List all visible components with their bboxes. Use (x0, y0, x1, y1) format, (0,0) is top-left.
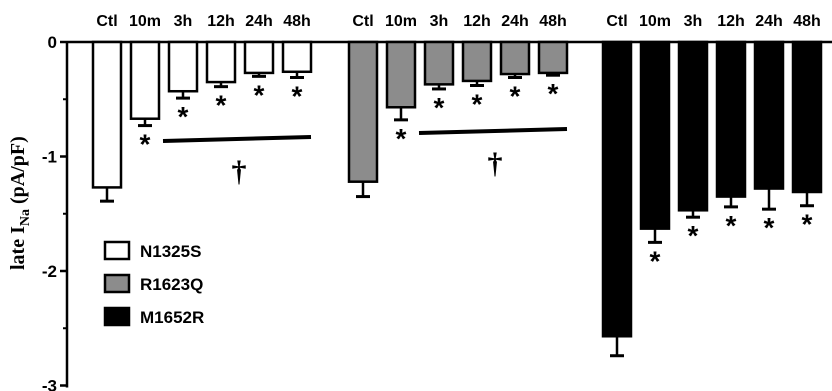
bar-group-n1325s: Ctl 10m 3h 12h 24h 48h (91, 13, 313, 203)
bar (499, 40, 531, 76)
significance-asterisk: * (802, 209, 813, 240)
legend-item: R1623Q (103, 273, 203, 294)
significance-asterisk: * (434, 92, 445, 123)
group-significance-line (162, 135, 312, 143)
significance-asterisk: * (292, 80, 303, 111)
x-category-label: 12h (717, 13, 745, 30)
legend: N1325S R1623Q M1652R (103, 240, 204, 327)
x-category-label: 12h (463, 13, 491, 30)
x-category-label: 24h (245, 13, 273, 30)
y-axis-title: late INa (pA/pF) (7, 136, 33, 270)
significance-asterisk: * (548, 78, 559, 109)
axes: 0 -1 -2 -3 (42, 33, 832, 391)
legend-item: M1652R (103, 306, 204, 327)
bar (243, 40, 275, 75)
bar (753, 40, 785, 190)
x-category-label: 10m (385, 13, 417, 30)
x-category-label: 24h (501, 13, 529, 30)
significance-asterisk: * (726, 210, 737, 241)
significance-asterisk: * (688, 220, 699, 251)
bar (715, 40, 747, 198)
group-significance-line (418, 127, 568, 135)
x-category-label: 12h (207, 13, 235, 30)
x-category-label: 48h (539, 13, 567, 30)
bar (601, 40, 633, 338)
x-category-label: 48h (283, 13, 311, 30)
legend-swatch (103, 273, 131, 294)
bar (791, 40, 823, 194)
group-significance-dagger: † (488, 147, 503, 180)
y-tick-label: -3 (42, 377, 57, 391)
bars: Ctl 10m 3h 12h 24h 48h Ctl 10m 3h 12h 24h 48h Ctl 10m… (91, 13, 823, 358)
significance-asterisk: * (396, 123, 407, 154)
x-category-label: 3h (174, 13, 193, 30)
legend-item: N1325S (103, 240, 201, 261)
bar (91, 40, 123, 189)
significance-asterisk: * (650, 245, 661, 276)
significance-asterisk: * (178, 101, 189, 132)
y-tick-label: 0 (48, 33, 57, 52)
group-significance-dagger: † (232, 155, 247, 188)
bar (639, 40, 671, 230)
legend-label: N1325S (140, 242, 201, 261)
bar (385, 40, 417, 109)
significance-asterisk: * (472, 89, 483, 120)
bar-group-m1652r: Ctl 10m 3h 12h 24h 48h (601, 13, 823, 358)
bar (423, 40, 455, 86)
x-category-label: Ctl (96, 13, 117, 30)
bar (677, 40, 709, 212)
x-category-label: 10m (639, 13, 671, 30)
bar (129, 40, 161, 120)
bar (347, 40, 379, 183)
bar (281, 40, 313, 74)
y-axis-title-units: (pA/pF) (7, 136, 29, 209)
bar (461, 40, 493, 83)
bar (167, 40, 199, 93)
x-category-label: Ctl (606, 13, 627, 30)
bar (537, 40, 569, 75)
x-category-label: 10m (129, 13, 161, 30)
x-category-label: 3h (684, 13, 703, 30)
y-axis-title-main: late I (7, 226, 29, 270)
x-category-label: Ctl (352, 13, 373, 30)
x-category-label: 48h (793, 13, 821, 30)
legend-label: M1652R (140, 308, 204, 327)
significance-asterisk: * (764, 212, 775, 243)
x-category-label: 24h (755, 13, 783, 30)
annotations: ** * * *** * * *** * * *† † (140, 78, 813, 276)
significance-asterisk: * (254, 79, 265, 110)
legend-swatch (103, 240, 131, 261)
y-axis-title-text: late INa (pA/pF) (7, 136, 33, 270)
bar-group-r1623q: Ctl 10m 3h 12h 24h 48h (347, 13, 569, 199)
significance-asterisk: * (216, 90, 227, 121)
y-tick-label: -1 (42, 148, 57, 167)
x-category-label: 3h (430, 13, 449, 30)
bar (205, 40, 237, 84)
legend-swatch (103, 306, 131, 327)
legend-label: R1623Q (140, 275, 203, 294)
significance-asterisk: * (510, 80, 521, 111)
y-axis-title-subscript: Na (18, 209, 33, 226)
y-tick-label: -2 (42, 262, 57, 281)
significance-asterisk: * (140, 129, 151, 160)
